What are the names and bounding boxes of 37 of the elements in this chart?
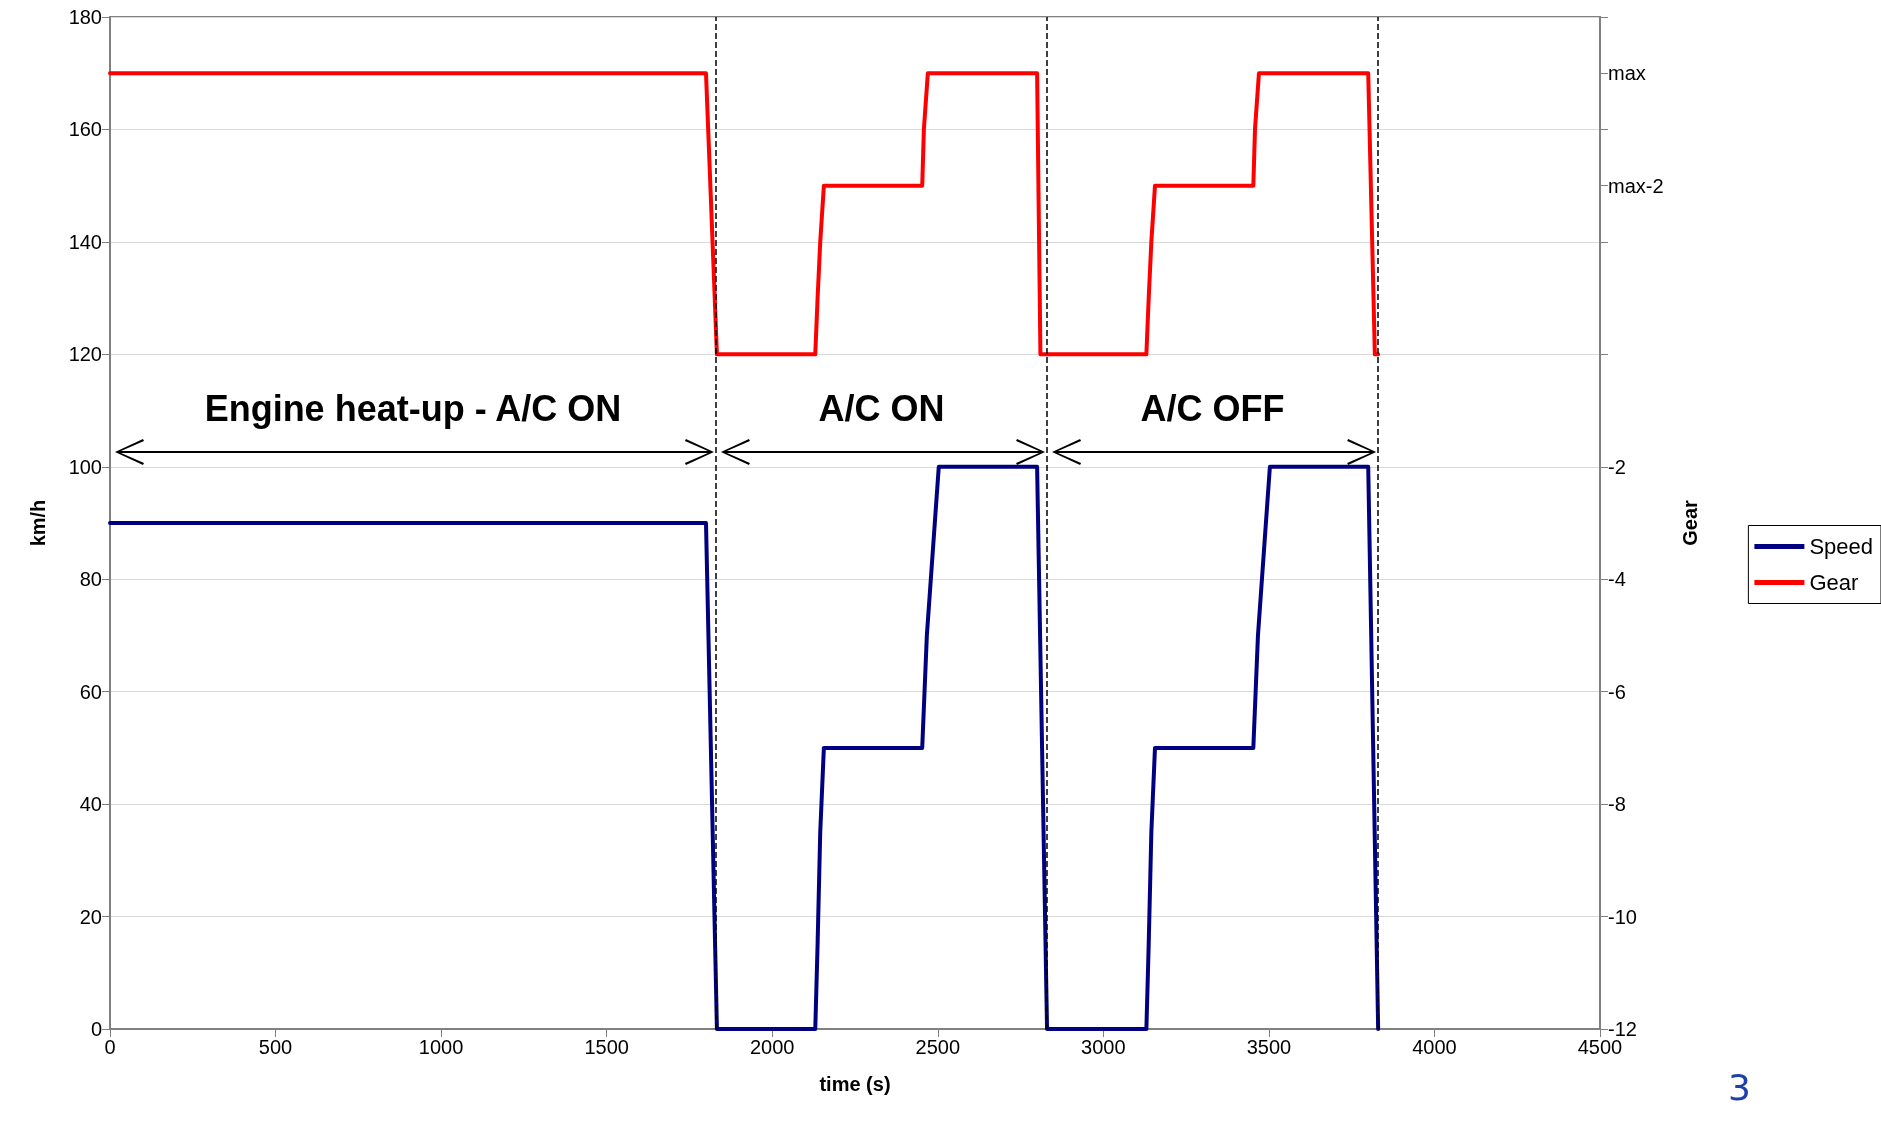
y-tick-label: 0 xyxy=(90,1018,102,1040)
x-axis-title: time (s) xyxy=(819,1073,891,1095)
y2-tick-label: -10 xyxy=(1608,905,1637,928)
x-tick-label: 0 xyxy=(104,1036,116,1058)
x-tick-label: 3000 xyxy=(1081,1036,1126,1058)
legend-label: Gear xyxy=(1809,570,1859,595)
y-tick-label: 100 xyxy=(68,455,102,478)
y2-tick-label: max-2 xyxy=(1608,174,1664,197)
line-series xyxy=(108,464,1381,1031)
x-tick-label: 1500 xyxy=(584,1036,629,1058)
y2-tick-label: -4 xyxy=(1608,568,1626,591)
annotation: A/C OFF xyxy=(1140,387,1285,429)
y2-tick-label: -6 xyxy=(1608,680,1626,703)
x-tick-label: 2500 xyxy=(915,1036,961,1058)
y-tick-label: 140 xyxy=(68,230,102,253)
y-tick-label: 80 xyxy=(79,568,102,591)
x-tick-label: 1000 xyxy=(418,1036,464,1058)
y-tick-label: 160 xyxy=(68,118,102,141)
y-tick-label: 60 xyxy=(79,680,102,703)
x-tick-label: 3500 xyxy=(1246,1036,1292,1058)
text: 3 xyxy=(1728,1066,1751,1108)
y-axis-title: km/h xyxy=(27,499,49,547)
annotation: A/C ON xyxy=(818,387,945,429)
x-tick-label: 500 xyxy=(258,1036,293,1058)
x-tick-label: 2000 xyxy=(749,1036,795,1058)
x-tick-label: 4000 xyxy=(1412,1036,1457,1058)
y-tick-label: 20 xyxy=(79,905,102,928)
legend-label: Speed xyxy=(1809,534,1874,559)
line-series xyxy=(108,71,1381,357)
annotation: Engine heat-up - A/C ON xyxy=(204,387,622,429)
y-tick-label: 120 xyxy=(68,343,102,366)
y-tick-label: 180 xyxy=(68,6,102,28)
y2-tick-label: max xyxy=(1608,62,1646,85)
y2-tick-label: -2 xyxy=(1608,455,1626,478)
y2-tick-label: -8 xyxy=(1608,793,1626,816)
y-tick-label: 40 xyxy=(79,793,102,816)
y2-axis-title: Gear xyxy=(1679,499,1701,546)
